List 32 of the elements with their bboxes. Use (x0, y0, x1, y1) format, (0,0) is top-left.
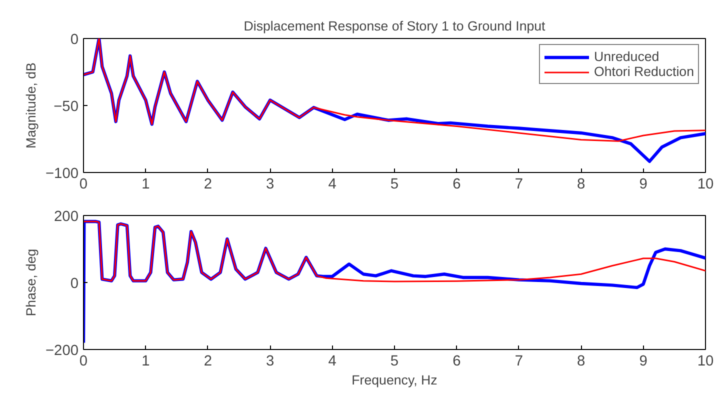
y-tick-label: 200 (54, 209, 79, 225)
x-tick-label: 2 (204, 354, 212, 370)
x-tick-label: 7 (514, 354, 523, 370)
x-axis-title: Frequency, Hz (352, 372, 438, 388)
x-tick-label: 10 (697, 354, 714, 370)
x-tick-label: 9 (639, 176, 648, 192)
x-tick-label: 10 (697, 176, 714, 192)
x-tick-label: 7 (514, 176, 523, 192)
x-tick-label: 1 (142, 176, 150, 192)
x-tick-label: 8 (577, 354, 586, 370)
x-tick-label: 9 (639, 354, 648, 370)
y-tick-label: 0 (70, 276, 79, 292)
x-tick-label: 3 (266, 176, 274, 192)
x-tick-label: 6 (452, 354, 461, 370)
y-tick-label: 0 (70, 32, 79, 48)
x-tick-label: 3 (266, 354, 274, 370)
chart-title: Displacement Response of Story 1 to Ground Input (244, 18, 546, 34)
x-tick-label: 2 (204, 176, 212, 192)
x-tick-label: 8 (577, 176, 586, 192)
legend-label: Ohtori Reduction (594, 64, 694, 79)
y-tick-label: −200 (45, 343, 79, 359)
legend-label: Unreduced (594, 49, 660, 64)
x-tick-label: 6 (452, 176, 461, 192)
x-tick-label: 5 (390, 354, 399, 370)
y-tick-label: −50 (54, 99, 79, 115)
x-tick-label: 4 (328, 354, 336, 370)
x-tick-label: 4 (328, 176, 336, 192)
y-axis-title: Magnitude, dB (23, 62, 38, 148)
x-tick-label: 5 (390, 176, 399, 192)
y-axis-title: Phase, deg (23, 248, 38, 316)
x-tick-label: 1 (142, 354, 150, 370)
y-tick-label: −100 (45, 166, 79, 182)
